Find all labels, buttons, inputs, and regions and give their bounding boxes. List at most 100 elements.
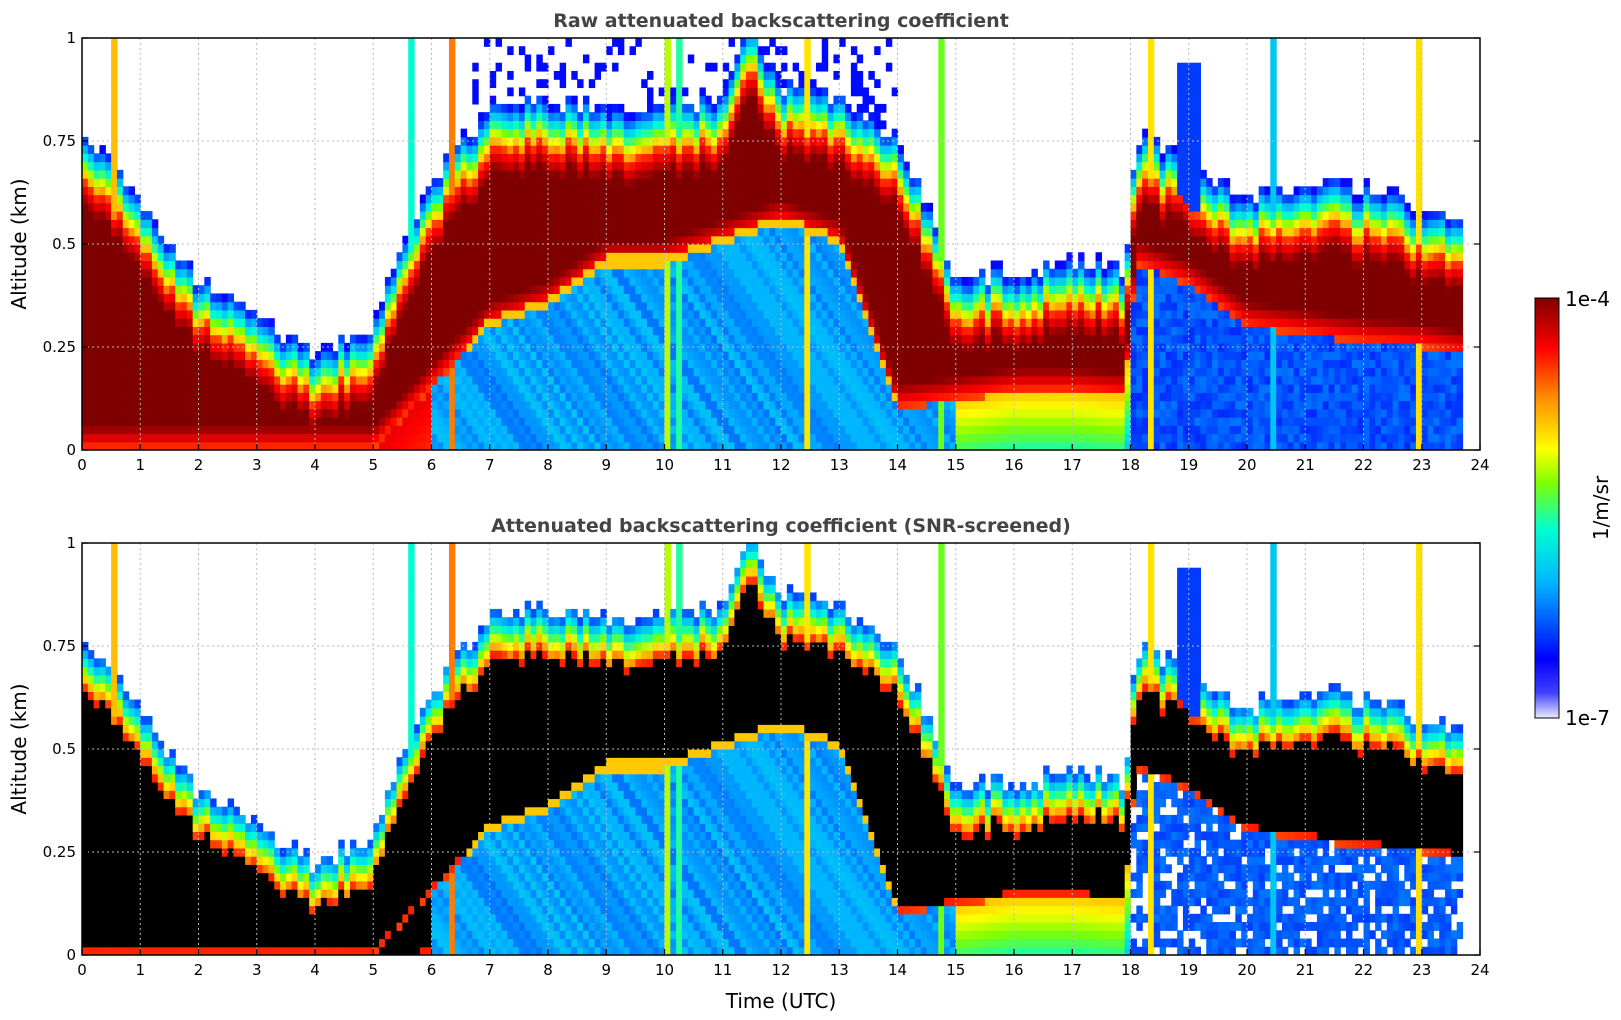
- heatmap-cell: [483, 309, 491, 319]
- heatmap-cell: [483, 244, 491, 253]
- heatmap-cell: [740, 145, 747, 154]
- heatmap-cell: [553, 408, 561, 418]
- heatmap-cell: [320, 400, 328, 410]
- heatmap-cell: [786, 211, 794, 220]
- heatmap-cell: [175, 425, 182, 435]
- heatmap-cell: [402, 318, 409, 327]
- heatmap-cell: [781, 359, 788, 369]
- heatmap-cell: [740, 285, 747, 295]
- heatmap-cell: [839, 95, 846, 105]
- heatmap-cell: [903, 186, 910, 196]
- heatmap-cell: [169, 268, 176, 278]
- heatmap-cell: [903, 285, 910, 295]
- heatmap-cell: [839, 103, 846, 113]
- heatmap-cell: [594, 145, 602, 154]
- heatmap-cell: [676, 334, 683, 344]
- heatmap-cell: [891, 153, 899, 163]
- heatmap-cell: [495, 202, 502, 212]
- heatmap-cell: [454, 202, 462, 212]
- heatmap-cell: [588, 79, 596, 89]
- heatmap-cell: [792, 400, 800, 410]
- heatmap-cell: [617, 441, 625, 450]
- heatmap-cell: [425, 260, 433, 270]
- heatmap-cell: [542, 112, 549, 121]
- heatmap-cell: [577, 334, 584, 344]
- heatmap-cell: [792, 285, 800, 295]
- heatmap-cell: [763, 153, 770, 163]
- heatmap-cell: [518, 202, 526, 212]
- heatmap-cell: [664, 367, 671, 377]
- heatmap-cell: [373, 326, 380, 336]
- heatmap-cell: [146, 244, 153, 253]
- heatmap-cell: [670, 375, 677, 385]
- heatmap-cell: [734, 318, 741, 327]
- heatmap-cell: [751, 178, 759, 187]
- heatmap-cell: [478, 293, 485, 303]
- heatmap-cell: [338, 351, 345, 360]
- heatmap-cell: [821, 54, 829, 64]
- heatmap-cell: [507, 103, 514, 113]
- heatmap-cell: [542, 136, 549, 146]
- heatmap-cell: [868, 268, 875, 278]
- heatmap-cell: [815, 441, 823, 450]
- heatmap-cell: [93, 384, 101, 393]
- heatmap-cell: [82, 268, 89, 278]
- heatmap-cell: [233, 301, 240, 311]
- heatmap-cell: [716, 103, 724, 113]
- heatmap-cell: [116, 408, 124, 418]
- heatmap-cell: [163, 276, 170, 286]
- heatmap-cell: [681, 309, 689, 319]
- heatmap-cell: [775, 145, 782, 154]
- heatmap-cell: [792, 268, 800, 278]
- heatmap-cell: [303, 417, 310, 426]
- heatmap-cell: [274, 425, 281, 435]
- heatmap-cell: [687, 120, 695, 130]
- heatmap-cell: [542, 326, 549, 336]
- heatmap-cell: [612, 161, 619, 171]
- heatmap-cell: [687, 334, 695, 344]
- heatmap-cell: [111, 103, 118, 113]
- heatmap-cell: [105, 408, 112, 418]
- heatmap-cell: [786, 186, 794, 196]
- heatmap-cell: [111, 62, 118, 72]
- heatmap-cell: [577, 400, 584, 410]
- heatmap-cell: [612, 103, 619, 113]
- heatmap-cell: [285, 441, 293, 450]
- heatmap-cell: [647, 169, 654, 179]
- heatmap-cell: [699, 153, 706, 163]
- heatmap-cell: [652, 260, 660, 270]
- heatmap-cell: [920, 392, 928, 402]
- heatmap-cell: [798, 318, 805, 327]
- heatmap-cell: [588, 359, 596, 369]
- heatmap-cell: [548, 260, 555, 270]
- heatmap-cell: [606, 276, 613, 286]
- heatmap-cell: [454, 318, 462, 327]
- heatmap-cell: [530, 384, 537, 393]
- heatmap-cell: [664, 400, 671, 410]
- heatmap-cell: [909, 268, 916, 278]
- heatmap-cell: [425, 433, 433, 443]
- heatmap-cell: [786, 145, 794, 154]
- heatmap-cell: [868, 309, 875, 319]
- heatmap-cell: [722, 136, 730, 146]
- heatmap-cell: [501, 367, 508, 377]
- heatmap-cell: [577, 161, 584, 171]
- heatmap-cell: [885, 252, 893, 262]
- heatmap-cell: [93, 276, 101, 286]
- heatmap-cell: [565, 202, 572, 212]
- heatmap-cell: [116, 433, 124, 443]
- heatmap-cell: [489, 351, 497, 360]
- heatmap-cell: [181, 433, 188, 443]
- heatmap-cell: [210, 384, 217, 393]
- heatmap-cell: [146, 367, 153, 377]
- heatmap-cell: [99, 351, 106, 360]
- heatmap-cell: [466, 417, 473, 426]
- heatmap-cell: [536, 384, 543, 393]
- heatmap-cell: [600, 433, 607, 443]
- heatmap-cell: [472, 375, 479, 385]
- heatmap-cell: [763, 194, 770, 204]
- heatmap-cell: [629, 400, 636, 410]
- heatmap-cell: [408, 334, 415, 344]
- heatmap-cell: [658, 136, 666, 146]
- heatmap-cell: [606, 417, 613, 426]
